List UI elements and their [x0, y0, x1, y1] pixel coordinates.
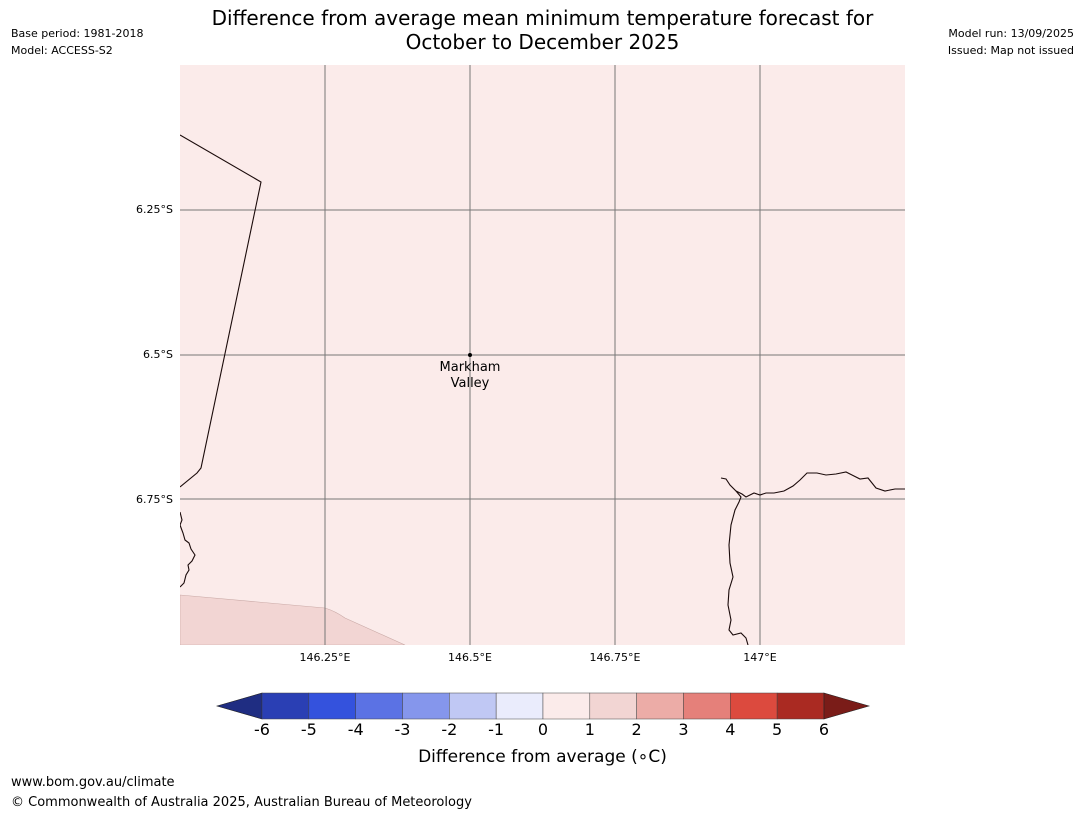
model-text: Model: ACCESS-S2	[11, 44, 113, 57]
title-line-1: Difference from average mean minimum tem…	[211, 6, 874, 30]
lon-label-146-5e: 146.5°E	[448, 651, 492, 664]
colorbar-tick-label: -5	[300, 720, 317, 739]
place-label-markham-valley: Markham Valley	[420, 360, 520, 392]
colorbar-bin	[402, 692, 450, 720]
lat-label-6-75s: 6.75°S	[136, 493, 173, 506]
map-panel[interactable]	[180, 65, 905, 645]
base-period-text: Base period: 1981-2018	[11, 27, 144, 40]
place-label-line-2: Valley	[450, 376, 490, 391]
coastlines	[180, 134, 905, 645]
colorbar-bin	[636, 692, 684, 720]
colorbar-bin	[730, 692, 778, 720]
lon-label-146-25e: 146.25°E	[299, 651, 351, 664]
colorbar-bin	[495, 692, 544, 720]
colorbar-bin	[542, 692, 591, 720]
colorbar-extend-low	[215, 692, 263, 720]
colorbar-tick-label: -3	[394, 720, 411, 739]
title-line-2: October to December 2025	[405, 30, 680, 54]
colorbar-tick-label: -1	[488, 720, 505, 739]
colorbar-tick-label: -6	[254, 720, 270, 739]
colorbar	[215, 692, 871, 720]
issued-text: Issued: Map not issued	[947, 44, 1074, 57]
gridlines	[180, 65, 905, 645]
lon-label-147e: 147°E	[743, 651, 777, 664]
colorbar-tick-label: 3	[678, 720, 689, 739]
colorbar-tick-label: -2	[441, 720, 458, 739]
colorbar-tick-label: 6	[818, 720, 830, 739]
map-title: Difference from average mean minimum tem…	[0, 6, 1085, 54]
colorbar-tick-label: 0	[537, 720, 549, 739]
colorbar-bin	[449, 692, 497, 720]
map-canvas	[180, 65, 905, 645]
footer-copyright: © Commonwealth of Australia 2025, Austra…	[11, 795, 472, 810]
colorbar-bin	[355, 692, 403, 720]
colorbar-tick-label: 5	[772, 720, 783, 739]
place-label-line-1: Markham	[439, 360, 501, 375]
meta-right: Model run: 13/09/2025 Issued: Map not is…	[948, 25, 1074, 59]
model-run-text: Model run: 13/09/2025	[948, 27, 1074, 40]
colorbar-tick-label: 4	[725, 720, 736, 739]
colorbar-extend-high	[823, 692, 871, 720]
colorbar-tick-label: -4	[347, 720, 364, 739]
colorbar-tick-label: 2	[631, 720, 642, 739]
lat-label-6-25s: 6.25°S	[136, 203, 173, 216]
colorbar-bin	[261, 692, 310, 720]
colorbar-bin	[776, 692, 825, 720]
anomaly-zone-1-2	[180, 594, 406, 645]
colorbar-label: Difference from average (∘C)	[418, 747, 667, 767]
colorbar-bin	[308, 692, 356, 720]
lon-label-146-75e: 146.75°E	[589, 651, 641, 664]
colorbar-bin	[589, 692, 637, 720]
markham-valley-marker[interactable]	[468, 353, 472, 357]
meta-left: Base period: 1981-2018 Model: ACCESS-S2	[11, 25, 143, 59]
lat-label-6-5s: 6.5°S	[143, 348, 173, 361]
colorbar-bin	[683, 692, 731, 720]
colorbar-tick-label: 1	[584, 720, 595, 739]
footer-url[interactable]: www.bom.gov.au/climate	[11, 775, 175, 790]
